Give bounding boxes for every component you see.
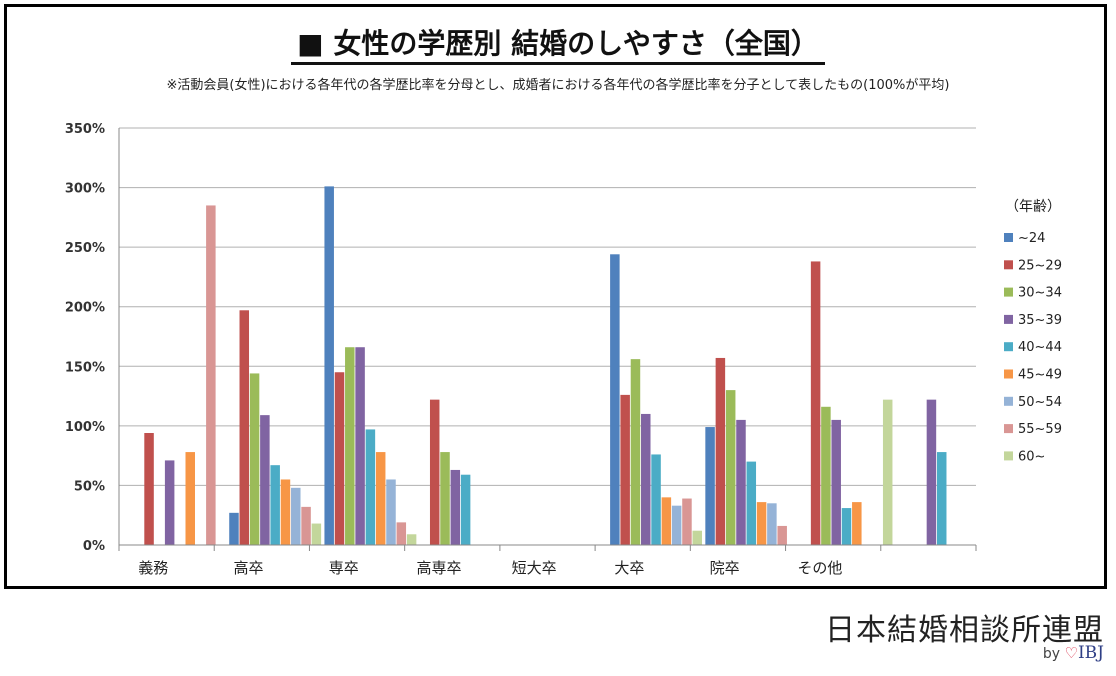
y-tick-label: 100% xyxy=(65,420,105,435)
x-tick-label: 短大卒 xyxy=(512,559,557,577)
legend-entry: ~24 xyxy=(1018,231,1045,246)
bar xyxy=(440,452,450,545)
bar xyxy=(810,261,821,545)
legend-title: （年齢） xyxy=(1005,199,1061,215)
bar xyxy=(821,406,831,545)
bar xyxy=(841,508,852,545)
bar xyxy=(746,461,757,545)
x-axis: 義務 高卒 専卒 高専卒 短大卒 大卒 院卒 その他 xyxy=(118,128,977,577)
bar xyxy=(270,465,280,545)
bar xyxy=(386,479,396,545)
bar xyxy=(725,390,736,545)
title-text: ■ 女性の学歴別 結婚のしやすさ（全国） xyxy=(291,27,825,65)
legend-entry: 35~39 xyxy=(1018,313,1062,328)
heart-icon: ♡ xyxy=(1064,644,1078,662)
legend-entry: 60~ xyxy=(1018,449,1045,464)
bar xyxy=(651,454,661,545)
bar xyxy=(882,399,893,545)
bar xyxy=(185,452,195,545)
brand-by-text: by xyxy=(1042,646,1061,662)
x-tick-label: その他 xyxy=(797,559,842,577)
bar xyxy=(164,460,175,545)
bar xyxy=(661,497,672,545)
bar xyxy=(406,534,417,545)
legend-swatch xyxy=(1004,396,1013,406)
bar xyxy=(429,399,440,545)
bar xyxy=(239,310,250,545)
page-title: ■ 女性の学歴別 結婚のしやすさ（全国） xyxy=(0,22,1116,65)
legend-swatch xyxy=(1004,287,1013,297)
legend-swatch xyxy=(1004,451,1013,461)
bar xyxy=(249,373,260,545)
bar xyxy=(291,487,301,545)
legend-swatch xyxy=(1004,424,1013,434)
x-tick-label: 義務 xyxy=(138,559,168,577)
legend: （年齢） ~24 25~29 30~34 35~39 40~44 45~49 50~54 55~… xyxy=(1004,199,1062,464)
bar xyxy=(777,525,787,545)
bar xyxy=(280,479,291,545)
legend-entry: 25~29 xyxy=(1018,258,1062,273)
bar xyxy=(630,359,641,545)
x-tick-label: 大卒 xyxy=(614,559,644,577)
bar xyxy=(229,512,239,545)
x-tick-label: 高専卒 xyxy=(416,559,461,577)
bar xyxy=(375,452,386,545)
bar xyxy=(682,498,692,545)
bar xyxy=(736,419,746,545)
x-tick-label: 専卒 xyxy=(329,559,359,577)
bar xyxy=(260,415,270,545)
y-tick-label: 0% xyxy=(83,539,105,554)
x-tick-label: 院卒 xyxy=(710,559,740,577)
bar xyxy=(767,503,777,545)
bar xyxy=(926,399,937,545)
y-tick-label: 250% xyxy=(65,241,105,256)
bar xyxy=(450,469,461,545)
bar xyxy=(460,474,471,545)
bar xyxy=(692,530,703,545)
bar xyxy=(206,205,216,545)
bar xyxy=(705,427,715,545)
bar xyxy=(641,413,651,545)
bar xyxy=(355,347,365,545)
legend-entry: 45~49 xyxy=(1018,368,1062,383)
legend-swatch xyxy=(1004,260,1013,270)
bars xyxy=(144,186,947,545)
bar xyxy=(324,186,334,545)
bar xyxy=(334,372,345,545)
legend-entry: 40~44 xyxy=(1018,340,1062,355)
bar xyxy=(831,419,841,545)
legend-entry: 30~34 xyxy=(1018,286,1062,301)
bar xyxy=(756,502,767,545)
chart-subtitle: ※活動会員(女性)における各年代の各学歴比率を分母とし、成婚者における各年代の各… xyxy=(166,78,950,93)
y-tick-label: 350% xyxy=(65,122,105,137)
bar xyxy=(715,357,726,545)
brand-byline: by ♡IBJ xyxy=(1043,643,1104,663)
y-tick-label: 50% xyxy=(74,479,105,494)
bar xyxy=(620,394,630,545)
bar xyxy=(396,522,407,545)
bar xyxy=(301,506,311,545)
legend-swatch xyxy=(1004,342,1013,352)
bar xyxy=(345,347,355,545)
y-axis-ticks: 0% 50% 100% 150% 200% 250% 300% 350% xyxy=(65,122,105,554)
legend-swatch xyxy=(1004,233,1013,242)
y-tick-label: 300% xyxy=(65,182,105,197)
bar xyxy=(852,502,862,545)
legend-entry: 50~54 xyxy=(1018,395,1062,410)
bar xyxy=(936,452,947,545)
x-tick-label: 高卒 xyxy=(233,559,263,577)
brand-logo: IBJ xyxy=(1077,643,1104,663)
bar xyxy=(311,523,322,545)
bar xyxy=(365,429,376,545)
bar xyxy=(610,254,620,545)
legend-swatch xyxy=(1004,314,1013,324)
bar-chart: 0% 50% 100% 150% 200% 250% 300% 350% 義務 高卒 専卒 高専卒 短… xyxy=(65,122,1062,577)
y-tick-label: 150% xyxy=(65,360,105,375)
brand-name: 日本結婚相談所連盟 xyxy=(825,613,1104,648)
y-tick-label: 200% xyxy=(65,301,105,316)
legend-swatch xyxy=(1004,369,1013,379)
bar xyxy=(144,433,154,545)
legend-entry: 55~59 xyxy=(1018,422,1062,437)
bar xyxy=(671,505,682,545)
